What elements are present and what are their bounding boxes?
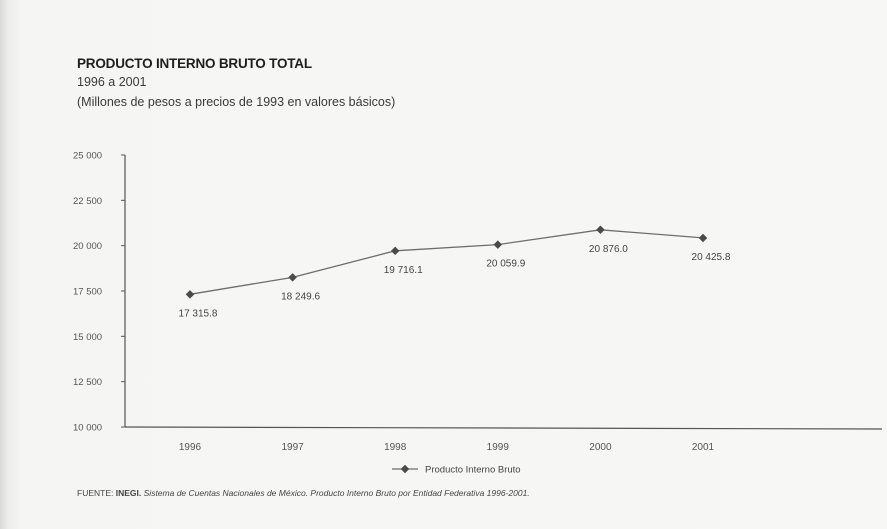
x-axis-line — [124, 426, 883, 430]
data-labels: 17 315.8 18 249.6 19 716.1 20 059.9 20 876.0… — [179, 244, 731, 320]
data-point-marker — [596, 225, 605, 235]
y-axis-ticks: 10 000 12 500 15 000 17 500 20 000 22 500 25 0… — [73, 151, 125, 434]
x-axis-ticks: 1996 1997 1998 1999 2000 2001 — [179, 442, 715, 453]
x-tick-label: 1999 — [487, 442, 510, 453]
y-tick-label: 17 500 — [73, 287, 102, 298]
source-lead: FUENTE: — [77, 488, 114, 498]
data-point-marker — [698, 233, 708, 243]
x-tick-label: 2001 — [692, 442, 715, 453]
data-value-label: 20 876.0 — [589, 244, 628, 255]
y-tick-label: 10 000 — [73, 423, 102, 434]
data-point-marker — [185, 290, 195, 299]
x-tick-label: 1998 — [384, 442, 407, 453]
data-point-marker — [493, 240, 503, 249]
source-note: FUENTE: INEGI. Sistema de Cuentas Nacion… — [77, 488, 530, 498]
x-tick-label: 1997 — [281, 442, 304, 453]
series-line — [189, 229, 704, 295]
x-tick-label: 1996 — [179, 442, 202, 453]
data-point-marker — [288, 273, 297, 282]
chart-units-note: (Millones de pesos a precios de 1993 en … — [77, 95, 396, 109]
chart-title: PRODUCTO INTERNO BRUTO TOTAL — [77, 56, 312, 71]
x-tick-label: 2000 — [589, 442, 612, 453]
data-value-label: 20 425.8 — [692, 252, 731, 263]
data-value-label: 19 716.1 — [384, 265, 423, 276]
source-org: INEGI. — [115, 488, 142, 498]
legend-marker-icon — [400, 464, 410, 474]
data-value-label: 20 059.9 — [486, 259, 525, 270]
series-pib — [185, 225, 708, 299]
data-point-marker — [390, 246, 400, 256]
source-reference: Sistema de Cuentas Nacionales de México.… — [143, 488, 530, 498]
y-tick-label: 20 000 — [73, 241, 102, 252]
legend-label: Producto Interno Bruto — [425, 465, 521, 476]
y-tick-label: 22 500 — [73, 196, 102, 207]
y-tick-label: 25 000 — [73, 151, 102, 162]
y-tick-label: 12 500 — [73, 377, 102, 388]
data-value-label: 17 315.8 — [179, 308, 218, 319]
data-value-label: 18 249.6 — [281, 291, 320, 302]
chart-legend: Producto Interno Bruto — [392, 465, 521, 476]
chart-axes — [124, 155, 883, 430]
chart-subtitle: 1996 a 2001 — [77, 75, 147, 89]
y-tick-label: 15 000 — [73, 332, 102, 343]
